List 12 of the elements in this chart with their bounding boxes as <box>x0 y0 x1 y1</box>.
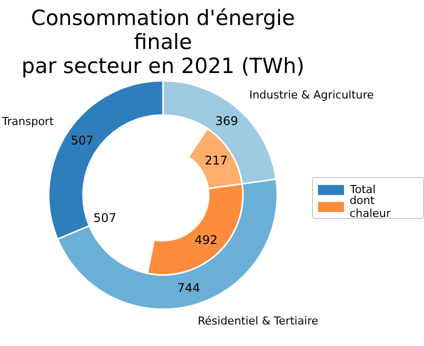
legend-label: Total <box>350 183 376 196</box>
data-label: 217 <box>204 154 228 168</box>
slice-label: Industrie & Agriculture <box>249 88 374 102</box>
chart-title: Consommation d'énergie finale par secteur en 2021 (TWh) <box>20 6 306 78</box>
data-label: 492 <box>194 232 218 247</box>
data-label: 369 <box>215 114 238 128</box>
slice-label: Résidentiel & Tertiaire <box>198 314 319 328</box>
data-label: 507 <box>70 133 94 148</box>
slice-label: Transport <box>1 115 54 128</box>
legend-label: dont chaleur <box>350 194 392 220</box>
data-label: 507 <box>93 211 116 226</box>
data-label: 744 <box>177 280 200 295</box>
